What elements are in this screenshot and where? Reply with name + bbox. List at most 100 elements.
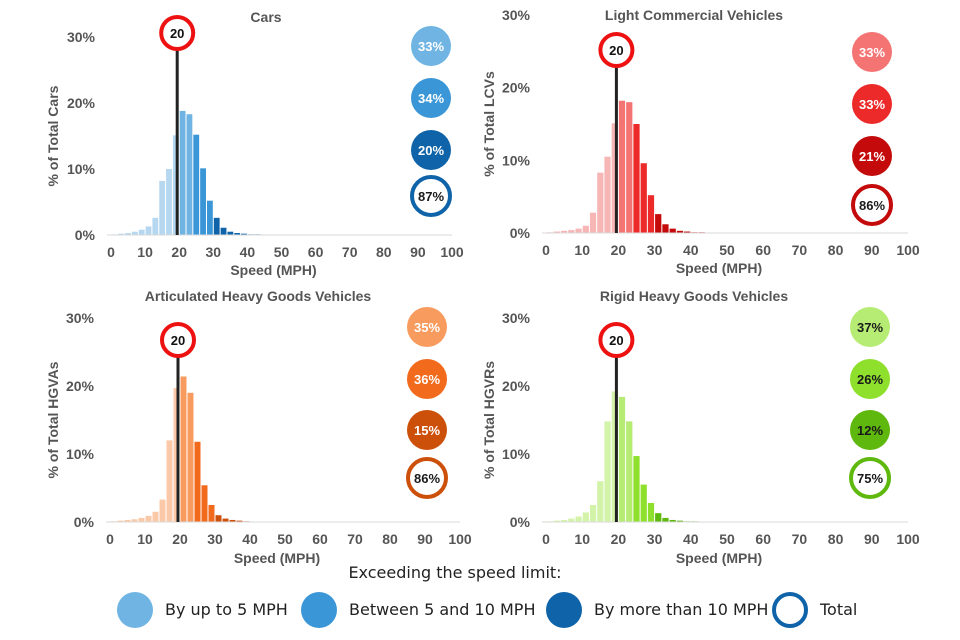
x-tick-label: 50: [719, 531, 735, 547]
y-tick-label: 20%: [67, 95, 96, 111]
y-tick-label: 10%: [502, 152, 531, 168]
x-axis-label: Speed (MPH): [676, 550, 762, 566]
histogram-bar: [611, 123, 618, 233]
y-tick-label: 30%: [502, 310, 531, 326]
percent-badge-value: 36%: [414, 372, 440, 387]
x-tick-label: 80: [828, 531, 844, 547]
histogram-bar: [200, 168, 206, 235]
x-tick-label: 80: [828, 242, 844, 258]
percent-badge: [411, 26, 451, 66]
x-tick-label: 30: [647, 242, 663, 258]
histogram-bar: [604, 156, 611, 233]
y-tick-label: 0%: [74, 514, 95, 530]
x-tick-label: 0: [542, 531, 550, 547]
histogram-bar: [633, 456, 640, 522]
y-tick-label: 10%: [502, 446, 531, 462]
chart-panel-hgvr: Rigid Heavy Goods Vehicles % of Total HGV…: [481, 288, 920, 566]
histogram-bar: [166, 169, 172, 235]
total-badge-value: 86%: [859, 198, 885, 213]
x-tick-label: 50: [277, 531, 293, 547]
histogram-bar: [597, 481, 604, 522]
y-axis-label: % of Total HGVRs: [481, 361, 497, 479]
histogram-bar: [611, 391, 618, 522]
x-tick-label: 0: [106, 531, 114, 547]
speed-limit-value: 20: [170, 26, 184, 41]
histogram-bar: [208, 505, 215, 522]
histogram-bar: [640, 484, 647, 522]
total-badge-value: 86%: [414, 471, 440, 486]
x-tick-label: 30: [207, 531, 223, 547]
x-tick-label: 100: [440, 244, 464, 260]
legend-swatch-total: [772, 592, 808, 628]
histogram-bar: [194, 441, 201, 522]
histogram-bar: [166, 440, 173, 522]
x-tick-label: 0: [107, 244, 115, 260]
percent-badge: [411, 78, 451, 118]
histogram-bar: [124, 519, 131, 522]
x-tick-label: 80: [382, 531, 398, 547]
histogram-bar: [180, 376, 187, 522]
legend-label: Total: [820, 600, 858, 619]
x-tick-label: 70: [342, 244, 358, 260]
x-tick-label: 50: [719, 242, 735, 258]
x-tick-label: 40: [683, 242, 699, 258]
histogram-bar: [131, 231, 138, 235]
percent-badge: [411, 130, 451, 170]
x-tick-label: 80: [376, 244, 392, 260]
percent-badge: [852, 136, 892, 176]
legend-swatch-up-to-5: [117, 592, 153, 628]
x-tick-label: 20: [611, 531, 627, 547]
y-tick-label: 10%: [67, 161, 96, 177]
x-tick-label: 100: [896, 531, 920, 547]
histogram-bar: [582, 512, 589, 522]
legend-title: Exceeding the speed limit:: [348, 563, 562, 582]
histogram-bar: [568, 518, 575, 522]
histogram-bar: [618, 100, 626, 233]
y-axis-label: % of Total HGVAs: [45, 361, 61, 478]
speed-limit-value: 20: [609, 333, 623, 348]
percent-badge-value: 20%: [418, 143, 444, 158]
x-tick-label: 10: [137, 531, 153, 547]
percent-badge-value: 35%: [414, 320, 440, 335]
legend-label: By more than 10 MPH: [594, 600, 769, 619]
histogram-bar: [669, 519, 676, 522]
histogram-bar: [145, 515, 152, 522]
chart-panel-cars: Cars % of Total Cars 0% 10% 20% 30% 0 10 20 30 40 5…: [45, 9, 464, 278]
legend-swatch-over-10: [546, 592, 582, 628]
histogram-bar: [159, 180, 166, 235]
histogram-bar: [179, 110, 186, 235]
x-tick-label: 70: [792, 242, 808, 258]
histogram-bar: [193, 134, 200, 235]
histogram-bar: [236, 520, 243, 522]
x-tick-label: 20: [172, 531, 188, 547]
histogram-bar: [117, 520, 124, 522]
x-tick-label: 90: [864, 531, 880, 547]
chart-panel-lcv: Light Commercial Vehicles % of Total LCVs…: [481, 7, 920, 276]
x-tick-label: 40: [240, 244, 256, 260]
percent-badge-value: 21%: [859, 149, 885, 164]
percent-badge: [850, 307, 890, 347]
total-badge: [410, 175, 452, 217]
y-tick-label: 20%: [502, 80, 531, 96]
histogram-bar: [118, 233, 125, 235]
x-tick-label: 70: [792, 531, 808, 547]
speed-limit-value: 20: [171, 333, 185, 348]
histogram-bar: [152, 217, 159, 235]
speed-limit-sign-icon: [598, 322, 635, 358]
histogram-bar: [159, 499, 166, 522]
x-tick-label: 60: [755, 242, 771, 258]
histogram-bar: [669, 228, 676, 233]
y-tick-label: 30%: [67, 29, 96, 45]
speed-limit-value: 20: [609, 43, 623, 58]
percent-badge-value: 26%: [857, 372, 883, 387]
histogram-bar: [684, 231, 691, 233]
histogram-bar: [568, 230, 575, 233]
speed-limit-sign-icon: [159, 15, 196, 51]
speed-limit-sign-icon: [598, 32, 635, 68]
y-tick-label: 0%: [510, 514, 531, 530]
percent-badge-value: 33%: [418, 39, 444, 54]
histogram-bar: [575, 228, 582, 233]
x-tick-label: 90: [417, 531, 433, 547]
histogram-bar: [618, 396, 626, 522]
